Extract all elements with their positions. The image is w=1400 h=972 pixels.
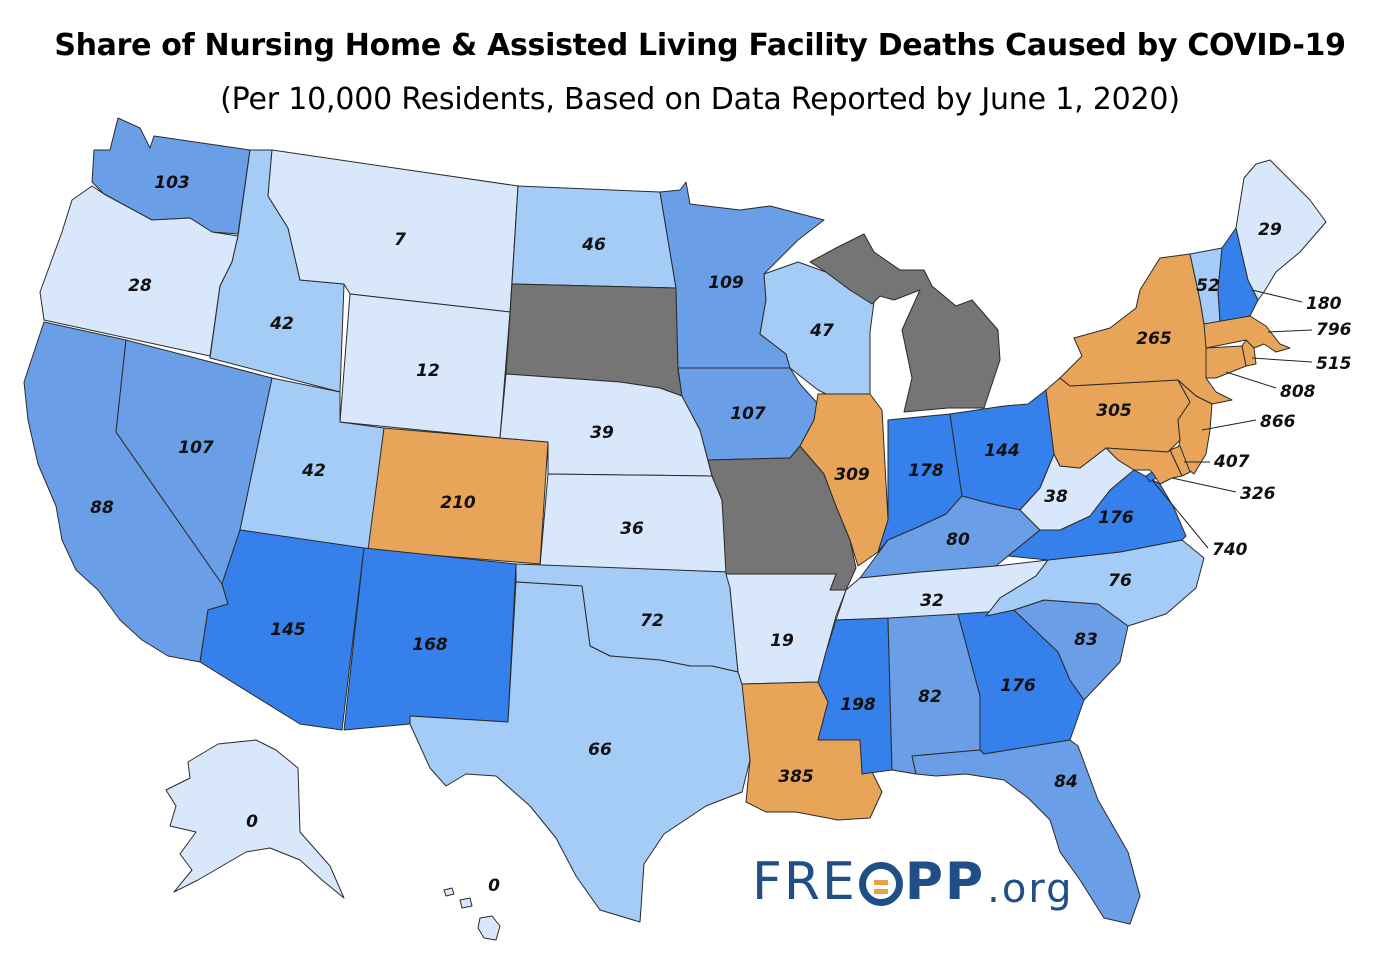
label-TX: 66 [588,740,612,760]
state-MA[interactable] [1203,315,1291,353]
label-OR: 28 [128,276,152,296]
logo-text-org: .org [987,866,1074,912]
label-UT: 42 [301,461,326,481]
leader-DC [1151,479,1209,549]
label-OK: 72 [640,611,664,631]
label-KS: 36 [620,519,644,539]
label-NV: 107 [178,438,214,458]
label-WI: 47 [809,321,834,341]
label-VT: 52 [1196,276,1220,296]
label-NM: 168 [412,635,448,655]
state-MD[interactable] [1105,447,1183,485]
label-VA: 176 [1098,508,1134,528]
label-MT: 7 [394,230,406,250]
state-FL[interactable] [911,739,1141,925]
logo-text-pp: PP [904,852,986,912]
label-SC: 83 [1074,630,1098,650]
state-MI[interactable] [809,233,1001,413]
label-CT: 808 [1280,382,1316,402]
label-KY: 80 [946,530,970,550]
label-IA: 107 [730,404,766,424]
label-HI: 0 [488,876,500,896]
label-OH: 144 [984,441,1020,461]
state-AK[interactable] [165,739,345,899]
label-RI: 515 [1316,354,1352,374]
label-NC: 76 [1108,571,1132,591]
label-AK: 0 [246,812,258,832]
state-NC[interactable] [985,539,1205,627]
leader-NH [1251,289,1303,303]
label-PA: 305 [1096,401,1132,421]
label-WV: 38 [1044,487,1068,507]
label-TN: 32 [920,591,944,611]
label-AR: 19 [770,631,794,651]
leader-RI [1251,357,1313,363]
label-WA: 103 [154,173,190,193]
label-AZ: 145 [270,620,306,640]
label-MD: 326 [1240,484,1276,504]
chart-title: Share of Nursing Home & Assisted Living … [54,28,1346,63]
label-ND: 46 [581,235,606,255]
logo-text-fre: FRE [752,852,857,912]
leader-NJ [1201,419,1257,431]
label-GA: 176 [1000,676,1036,696]
label-NH: 180 [1306,294,1342,314]
state-RI[interactable] [1241,339,1257,367]
state-DC[interactable] [1145,471,1157,483]
state-CT[interactable] [1205,345,1247,379]
label-DC: 740 [1212,540,1248,560]
label-MN: 109 [708,273,744,293]
label-CO: 210 [440,493,476,513]
label-NE: 39 [590,423,614,443]
label-MA: 796 [1316,320,1352,340]
label-AL: 82 [918,687,942,707]
logo-equals-o-icon [858,862,903,906]
label-CA: 88 [90,498,114,518]
chart-subtitle: (Per 10,000 Residents, Based on Data Rep… [220,82,1180,117]
label-MS: 198 [840,695,876,715]
label-IL: 309 [834,465,870,485]
leader-MD [1171,477,1237,493]
state-TX[interactable] [409,581,751,923]
leader-MA [1267,329,1313,333]
label-LA: 385 [778,767,814,787]
label-NJ: 866 [1260,412,1296,432]
label-NY: 265 [1136,329,1172,349]
state-CO[interactable] [367,427,549,565]
label-FL: 84 [1054,772,1078,792]
state-ME[interactable] [1235,159,1327,301]
label-ID: 42 [269,314,294,334]
label-ME: 29 [1258,220,1282,240]
state-IL[interactable] [799,393,889,567]
state-HI[interactable] [443,887,501,941]
state-AZ[interactable] [199,529,365,731]
label-DE: 407 [1213,452,1250,472]
label-IN: 178 [908,461,944,481]
label-WY: 12 [416,361,440,381]
leader-CT [1225,371,1277,389]
state-NJ[interactable] [1175,379,1213,475]
freopp-logo: FRE PP .org [752,852,1073,912]
